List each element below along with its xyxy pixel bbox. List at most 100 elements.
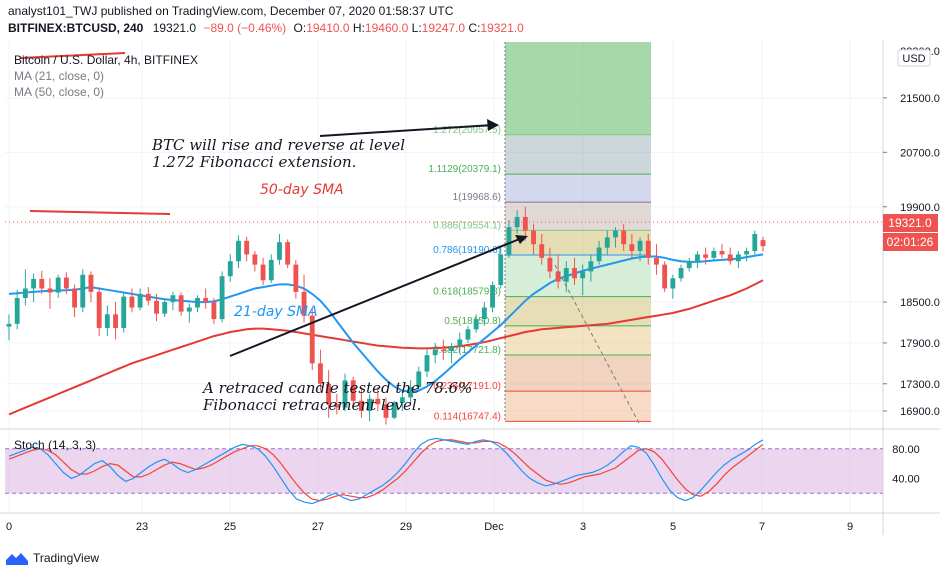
candle-body (383, 404, 389, 418)
projection-dashed-line[interactable] (554, 264, 641, 426)
sma21-label: 21-day SMA (234, 304, 318, 320)
fib-level-label: 0.786(19190.6) (433, 245, 501, 256)
manual-red-line-left[interactable] (29, 210, 171, 215)
candle-body (735, 254, 741, 262)
symbol-quote-line: BITFINEX:BTCUSD, 240 19321.0 −89.0 (−0.4… (8, 21, 524, 38)
candle-body (424, 355, 430, 372)
time-tick-label: 27 (312, 521, 324, 533)
candle-body (547, 257, 553, 272)
extension-arrow[interactable] (319, 124, 494, 137)
candle-body (522, 216, 528, 231)
candle-body (416, 371, 422, 388)
high-value: 19460.0 (364, 21, 409, 35)
manual-red-line-top[interactable] (19, 52, 126, 59)
close-label: C: (468, 21, 481, 35)
candle-body (711, 251, 717, 258)
candle-body (555, 271, 561, 282)
fib-level-label: 1.1129(20379.1) (428, 164, 501, 175)
time-tick-label: 7 (759, 521, 765, 533)
stoch-axis[interactable]: 80.00 40.00 (892, 444, 920, 486)
symbol-label: BITFINEX:BTCUSD, 240 (8, 21, 144, 35)
price-tick-label: 19900.0 (900, 202, 940, 214)
last-price-tag: 19321.0 02:01:26 (883, 214, 938, 251)
candle-body (670, 278, 676, 289)
stoch-title: Stoch (14, 3, 3) (14, 438, 96, 452)
candle-body (637, 240, 643, 252)
candle-body (449, 346, 454, 352)
candle-body (440, 349, 446, 352)
candle-body (588, 261, 594, 272)
candle-body (613, 230, 618, 238)
candle-body (211, 302, 217, 320)
time-tick-label: Dec (484, 521, 504, 533)
currency-badge[interactable]: USD (897, 49, 931, 67)
candle-body (318, 363, 323, 384)
candle-body (457, 339, 463, 347)
close-value: 19321.0 (480, 21, 524, 35)
candle-body (219, 276, 225, 320)
fib-level-label: 0.5(18150.8) (444, 316, 501, 327)
candle-body (662, 264, 668, 289)
candle-body (604, 237, 610, 248)
candle-body (145, 293, 151, 301)
price-tick-label: 17300.0 (900, 379, 940, 391)
candle-body (490, 285, 495, 308)
time-tick-label: 25 (224, 521, 236, 533)
candle-body (350, 380, 356, 401)
candle-body (301, 291, 307, 316)
sma50-label: 50-day SMA (260, 182, 344, 198)
stoch-grid (5, 448, 883, 494)
low-label: L: (411, 21, 422, 35)
candle-body (170, 295, 176, 303)
candle-body (678, 268, 684, 279)
candle-body (563, 268, 569, 282)
candle-body (227, 261, 233, 277)
time-axis[interactable]: 0 23 25 27 29 Dec 3 5 7 9 (6, 521, 853, 533)
stoch-k-line (8, 437, 764, 505)
price-tick-label: 18500.0 (900, 297, 940, 309)
time-tick-label: 0 (6, 521, 12, 533)
candle-body (686, 261, 692, 269)
trendline-arrowhead (515, 235, 528, 244)
candle-body (80, 274, 86, 308)
time-tick-label: 3 (580, 521, 586, 533)
retrace-line1: A retraced candle tested the 78.6% (201, 379, 472, 397)
candle-body (744, 251, 750, 255)
fib-level-label: 1(19968.6) (453, 192, 501, 203)
time-tick-label: 9 (847, 521, 853, 533)
candle-body (645, 240, 651, 258)
candle-body (72, 288, 77, 308)
publish-line: analyst101_TWJ published on TradingView.… (8, 4, 454, 18)
candle-body (408, 387, 414, 398)
trendline-arrow[interactable] (229, 237, 523, 357)
countdown-text: 02:01:26 (887, 235, 934, 249)
candle-body (506, 227, 512, 255)
candle-body (539, 244, 545, 258)
candle-body (727, 254, 733, 262)
candle-body (531, 230, 536, 245)
candle-body (629, 244, 635, 252)
candle-body (375, 398, 381, 405)
candle-body (580, 271, 586, 279)
candle-body (342, 380, 348, 408)
candle-body (244, 240, 250, 255)
candle-body (309, 315, 315, 364)
footer-brand: TradingView (33, 551, 100, 565)
currency-label: USD (902, 53, 925, 65)
candle-body (186, 307, 192, 312)
stoch-tick-label: 40.00 (892, 473, 920, 485)
candle-body (88, 274, 94, 292)
low-value: 19247.0 (421, 21, 466, 35)
candle-body (473, 319, 479, 330)
price-axis[interactable]: 22300.021500.020700.019900.018500.017900… (883, 46, 940, 418)
time-tick-label: 29 (400, 521, 412, 533)
candle-body (391, 402, 397, 418)
extension-arrowhead (487, 119, 499, 131)
candle-body (55, 277, 61, 293)
stoch-tick-label: 80.00 (892, 444, 920, 456)
candle-body (236, 240, 241, 262)
candle-body (63, 277, 69, 289)
candle-body (703, 254, 709, 258)
candle-body (31, 278, 37, 289)
